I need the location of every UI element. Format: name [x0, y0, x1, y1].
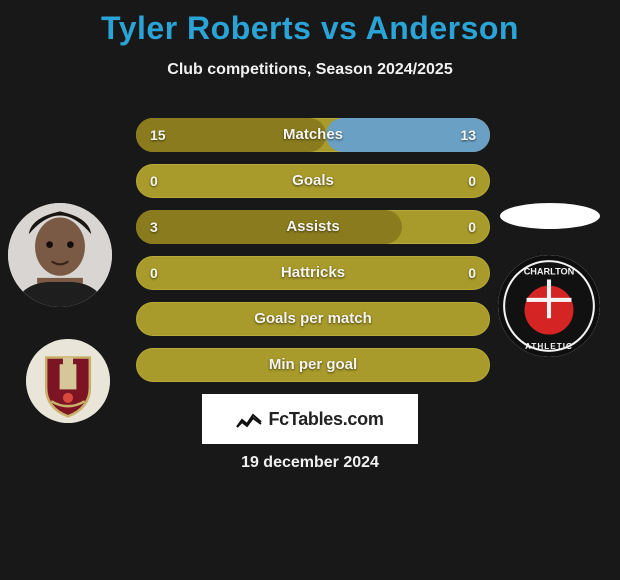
stat-row: Goals per match [136, 302, 490, 336]
stat-value-left: 0 [150, 256, 158, 290]
stat-bar-left [136, 210, 402, 244]
stat-row: Assists30 [136, 210, 490, 244]
date-label: 19 december 2024 [0, 454, 620, 472]
stat-value-left: 15 [150, 118, 166, 152]
player-left-photo [8, 203, 112, 307]
stat-row: Min per goal [136, 348, 490, 382]
stat-value-right: 0 [468, 164, 476, 198]
stat-row: Goals00 [136, 164, 490, 198]
svg-text:ATHLETIC: ATHLETIC [525, 342, 573, 351]
player-right-club-badge: CHARLTON ATHLETIC [498, 255, 600, 357]
stat-value-left: 0 [150, 164, 158, 198]
stat-value-left: 3 [150, 210, 158, 244]
page-title: Tyler Roberts vs Anderson [0, 0, 620, 47]
stat-value-right: 0 [468, 210, 476, 244]
stat-row: Hattricks00 [136, 256, 490, 290]
stat-track [136, 164, 490, 198]
stat-track [136, 256, 490, 290]
subtitle: Club competitions, Season 2024/2025 [0, 61, 620, 79]
fctables-logo-icon [236, 410, 262, 428]
stat-row: Matches1513 [136, 118, 490, 152]
stat-value-right: 0 [468, 256, 476, 290]
stat-track [136, 348, 490, 382]
comparison-chart: Matches1513Goals00Assists30Hattricks00Go… [136, 118, 490, 394]
brand-badge: FcTables.com [202, 394, 418, 444]
stat-value-right: 13 [460, 118, 476, 152]
player-right-photo [500, 203, 600, 229]
player-left-club-badge [26, 339, 110, 423]
stat-track [136, 302, 490, 336]
brand-name: FcTables.com [268, 409, 383, 430]
svg-text:CHARLTON: CHARLTON [524, 266, 575, 276]
